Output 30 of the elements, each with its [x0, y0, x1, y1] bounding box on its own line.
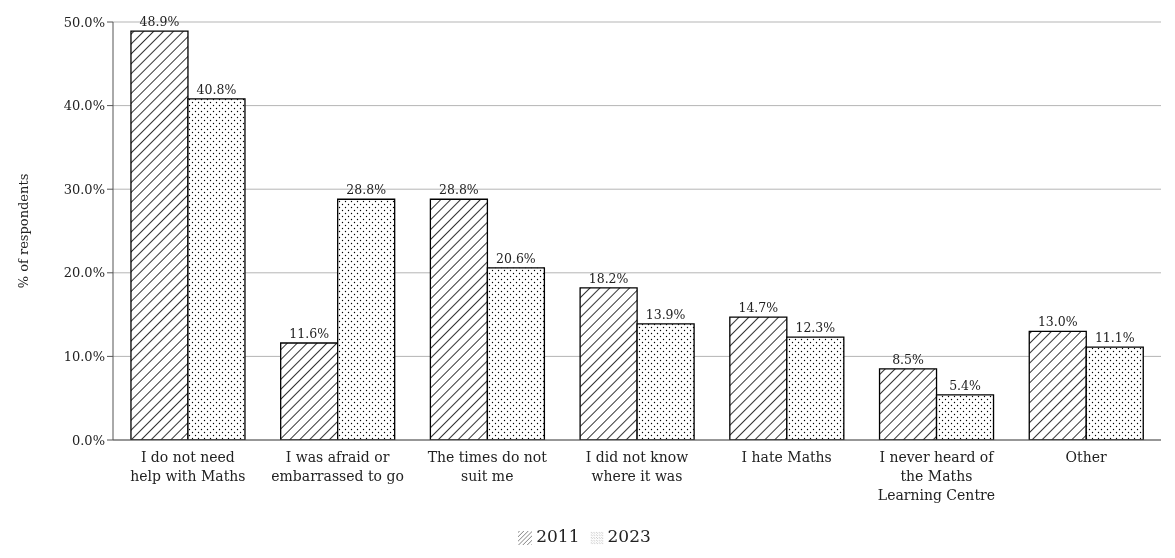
data-label: 40.8%	[196, 81, 237, 97]
x-tick-label: The times do not suit me	[427, 449, 548, 484]
legend-label: 2023	[607, 526, 651, 546]
data-label: 11.1%	[1094, 330, 1135, 346]
data-label: 5.4%	[949, 377, 982, 393]
x-tick-label: I never heard of the Maths Learning Centre	[877, 449, 996, 503]
x-tick-label: I hate Maths	[741, 449, 832, 465]
y-tick-label: 50.0%	[63, 14, 105, 30]
y-axis-title: % of respondents	[15, 173, 31, 289]
y-tick-label: 30.0%	[63, 181, 105, 197]
y-tick-label: 0.0%	[71, 432, 105, 448]
data-label: 28.8%	[439, 182, 479, 198]
y-tick-label: 10.0%	[63, 349, 105, 365]
y-tick-label: 40.0%	[63, 98, 105, 114]
data-label: 48.9%	[139, 14, 180, 30]
data-label: 18.2%	[588, 270, 629, 286]
x-tick-label: I was afraid or embarrassed to go	[271, 449, 404, 484]
data-label: 28.8%	[346, 182, 387, 198]
data-label: 13.9%	[645, 306, 686, 322]
y-tick-label: 20.0%	[63, 265, 105, 281]
legend-label: 2011	[536, 526, 580, 546]
data-label: 20.6%	[496, 250, 536, 266]
data-label: 14.7%	[738, 300, 779, 316]
data-label: 12.3%	[795, 320, 836, 336]
x-tick-label: I do not need help with Maths	[130, 449, 246, 484]
x-tick-label: Other	[1065, 449, 1107, 465]
data-label: 13.0%	[1037, 314, 1078, 330]
x-tick-label: I did not know where it was	[585, 449, 689, 484]
data-label: 11.6%	[289, 326, 330, 342]
data-label: 8.5%	[892, 351, 925, 367]
